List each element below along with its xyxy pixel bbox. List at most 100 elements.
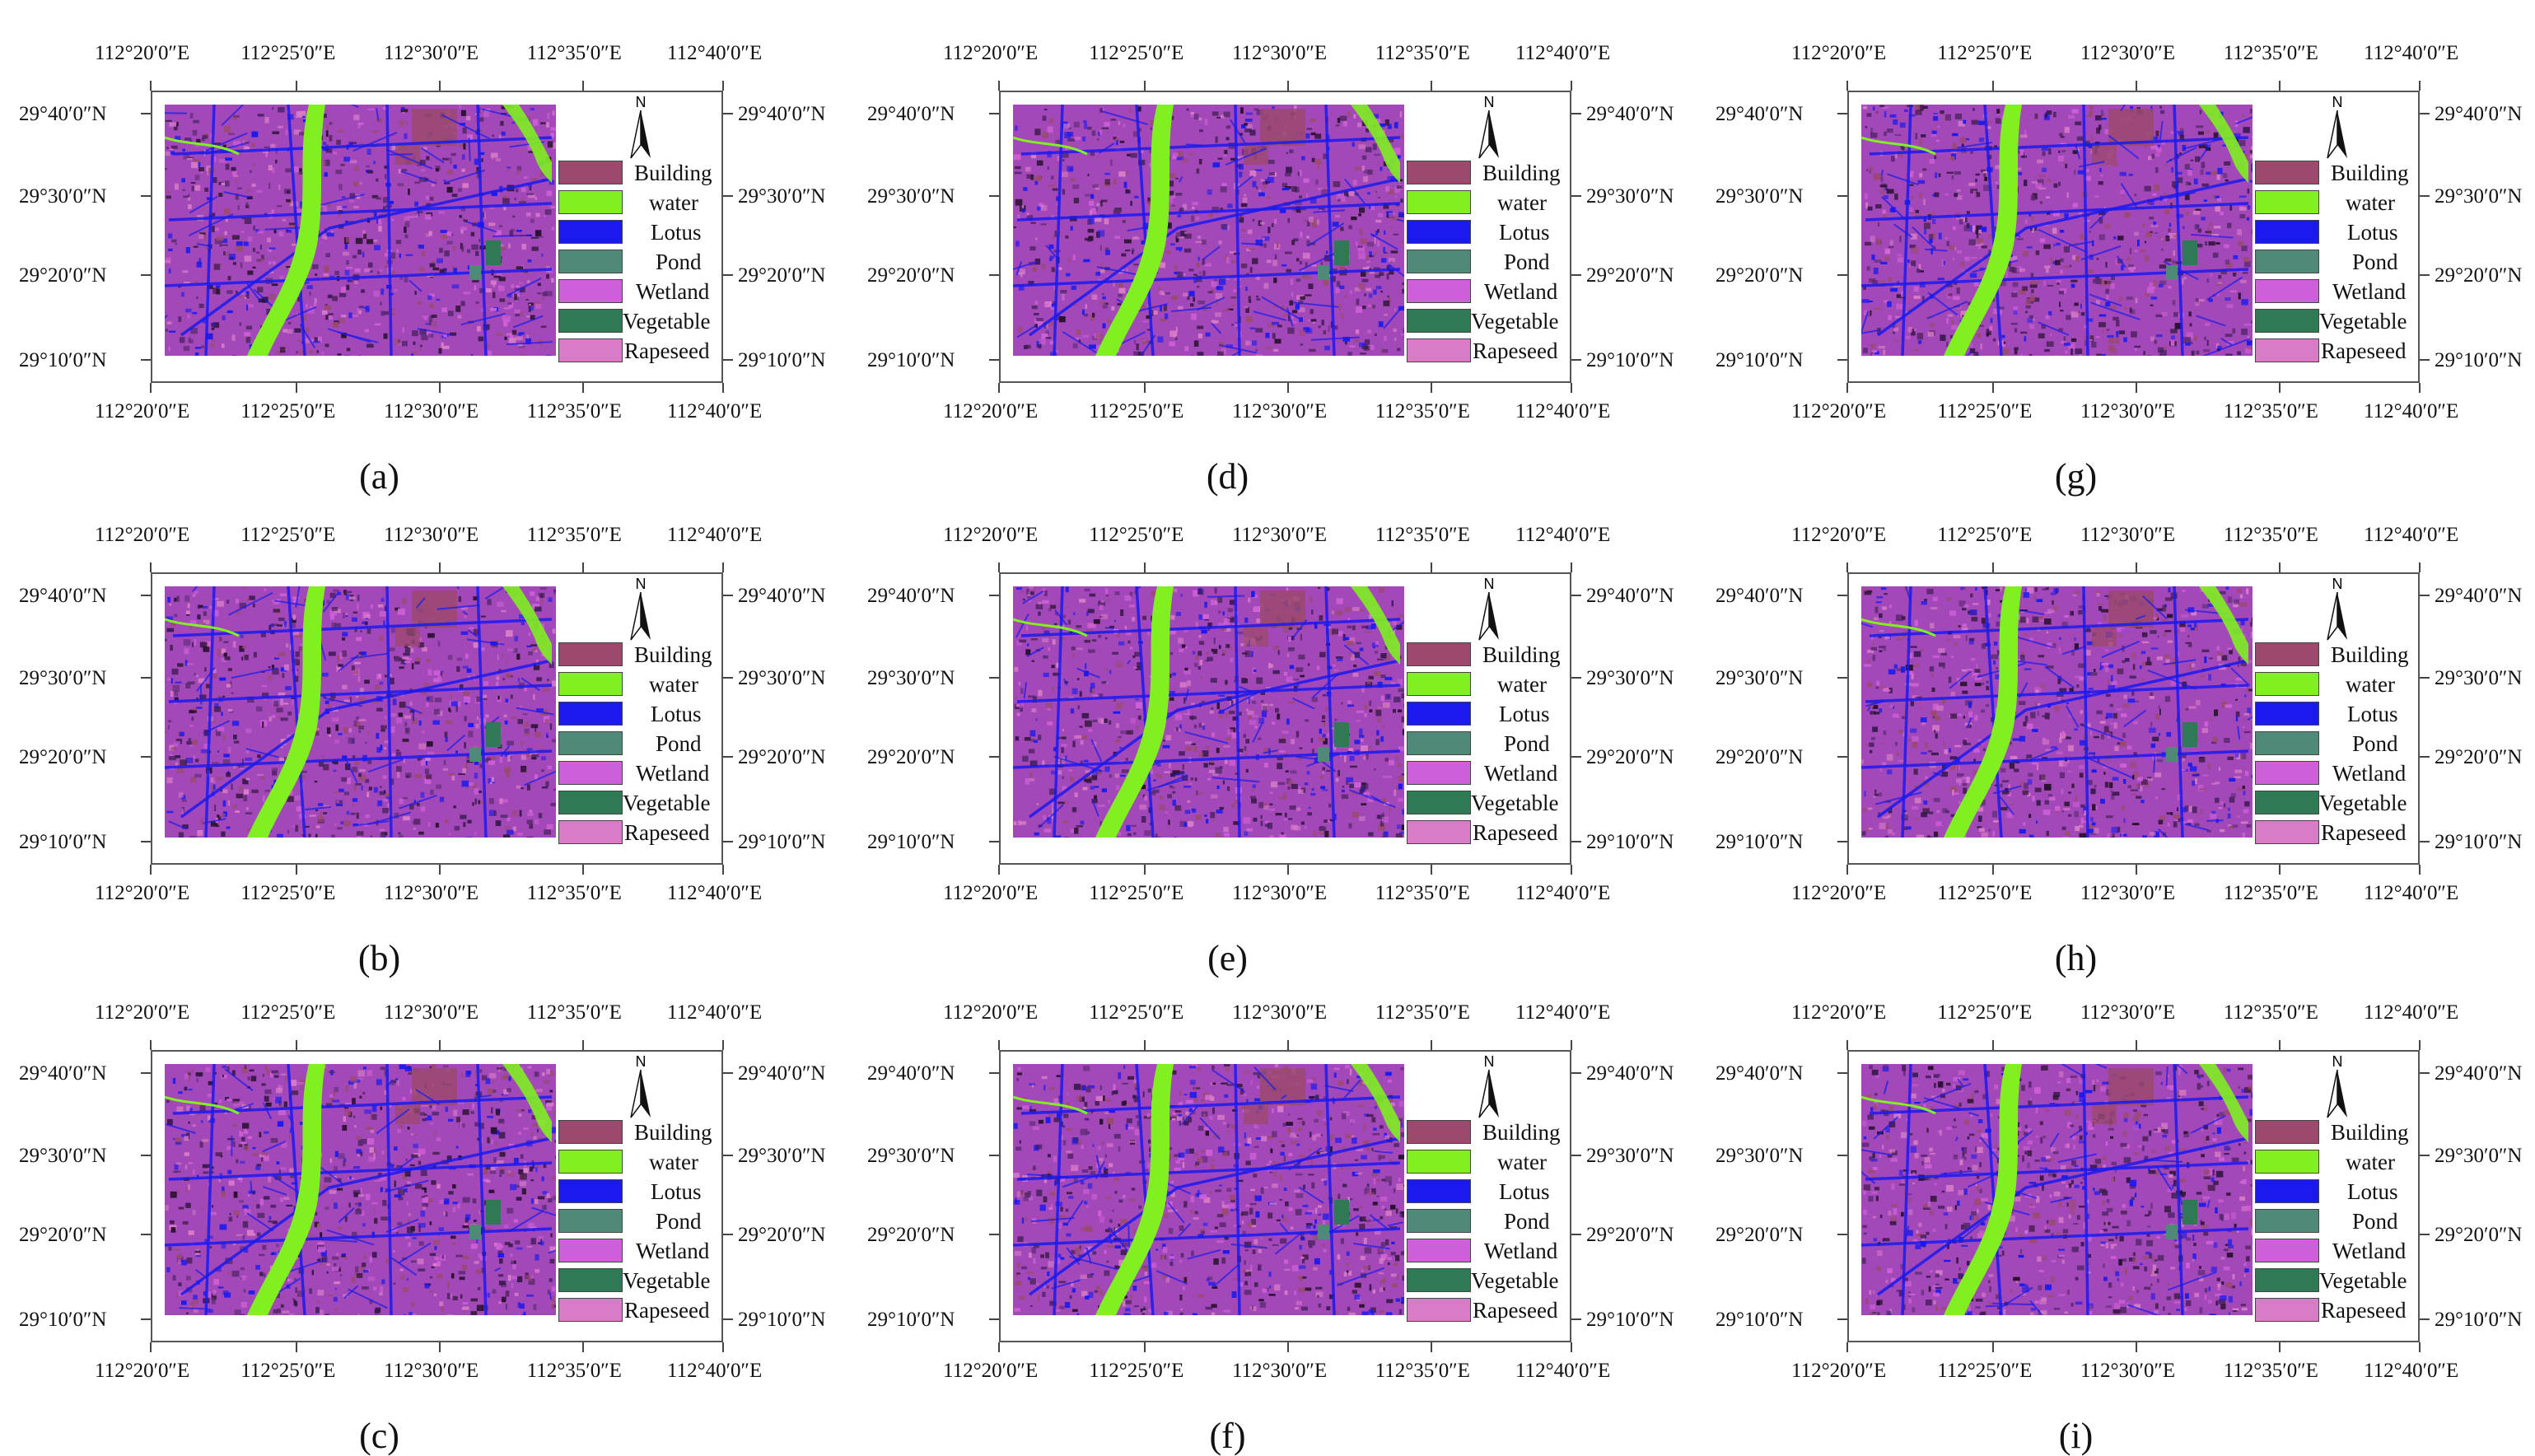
- land-cover-patch: [524, 722, 529, 728]
- land-cover-patch: [324, 1177, 332, 1182]
- land-cover-patch: [501, 814, 508, 818]
- graticule-tick: [723, 677, 733, 679]
- land-cover-patch: [1026, 589, 1029, 595]
- land-cover-patch: [514, 293, 517, 300]
- land-cover-patch: [422, 730, 425, 733]
- land-cover-patch: [223, 641, 228, 643]
- land-cover-patch: [1087, 127, 1091, 130]
- land-cover-patch: [351, 813, 356, 815]
- land-cover-patch: [1044, 109, 1048, 110]
- land-cover-patch: [523, 1168, 528, 1173]
- land-cover-patch: [1392, 600, 1394, 606]
- land-cover-patch: [461, 230, 464, 233]
- land-cover-patch: [511, 717, 517, 719]
- land-cover-patch: [1362, 279, 1369, 282]
- land-cover-patch: [1038, 344, 1042, 348]
- land-cover-patch: [496, 1143, 498, 1145]
- land-cover-patch: [195, 352, 199, 356]
- land-cover-patch: [240, 1161, 245, 1164]
- land-cover-patch: [472, 802, 474, 805]
- land-cover-patch: [1176, 247, 1183, 250]
- land-cover-patch: [1319, 827, 1326, 831]
- land-cover-patch: [185, 1205, 188, 1206]
- land-cover-patch: [1360, 352, 1366, 354]
- land-cover-patch: [1218, 610, 1221, 614]
- land-cover-patch: [211, 343, 216, 348]
- land-cover-patch: [1226, 257, 1230, 264]
- land-cover-patch: [394, 338, 400, 345]
- land-cover-patch: [1387, 273, 1389, 280]
- land-cover-patch: [434, 670, 441, 675]
- land-cover-patch: [1359, 729, 1362, 735]
- land-cover-patch: [459, 596, 461, 602]
- land-cover-patch: [188, 681, 195, 684]
- land-cover-patch: [188, 1089, 192, 1090]
- land-cover-patch: [427, 741, 433, 747]
- land-cover-patch: [1095, 334, 1103, 338]
- land-cover-patch: [1183, 764, 1184, 770]
- land-cover-patch: [1130, 201, 1132, 206]
- land-cover-patch: [548, 766, 553, 770]
- land-cover-patch: [284, 1102, 287, 1108]
- land-cover-patch: [1136, 726, 1138, 729]
- land-cover-patch: [241, 1137, 245, 1141]
- land-cover-patch: [201, 346, 204, 349]
- land-cover-patch: [372, 131, 378, 133]
- longitude-label-bottom: 112°25′0″E: [240, 1360, 335, 1381]
- land-cover-patch: [467, 134, 473, 140]
- land-cover-patch: [1072, 688, 1078, 694]
- land-cover-patch: [366, 792, 369, 797]
- land-cover-patch: [1172, 205, 1175, 207]
- land-cover-patch: [1273, 278, 1277, 282]
- land-cover-patch: [315, 732, 320, 736]
- land-cover-patch: [1207, 263, 1211, 267]
- land-cover-patch: [399, 169, 401, 174]
- land-cover-patch: [1065, 236, 1068, 239]
- land-cover-patch: [175, 1294, 178, 1298]
- land-cover-patch: [1151, 127, 1152, 129]
- land-cover-patch: [372, 1252, 377, 1258]
- land-cover-patch: [222, 1191, 226, 1197]
- land-cover-patch: [418, 1226, 420, 1232]
- land-cover-patch: [217, 236, 223, 240]
- latitude-label-left: 29°40′0″N: [867, 586, 955, 606]
- land-cover-patch: [530, 1167, 533, 1172]
- land-cover-patch: [521, 740, 523, 744]
- land-cover-patch: [432, 315, 437, 318]
- land-cover-patch: [1379, 272, 1384, 276]
- land-cover-patch: [513, 827, 516, 832]
- latitude-label-right: 29°20′0″N: [1586, 265, 1674, 286]
- legend-item: water: [558, 190, 715, 216]
- land-cover-patch: [336, 805, 343, 807]
- land-cover-patch: [1063, 837, 1069, 838]
- graticule-tick: [141, 359, 151, 361]
- land-cover-patch: [467, 669, 472, 673]
- land-cover-patch: [217, 727, 225, 732]
- land-cover-patch: [487, 1116, 493, 1118]
- land-cover-patch: [172, 669, 179, 674]
- land-cover-patch: [1098, 231, 1104, 237]
- land-cover-patch: [413, 352, 418, 353]
- land-cover-patch: [1205, 119, 1208, 125]
- land-cover-patch: [442, 1255, 445, 1259]
- land-cover-patch: [526, 334, 529, 338]
- land-cover-patch: [338, 353, 342, 355]
- land-cover-patch: [1059, 268, 1062, 270]
- land-cover-patch: [1185, 741, 1193, 744]
- land-cover-patch: [455, 826, 460, 831]
- land-cover-patch: [336, 140, 341, 145]
- land-cover-patch: [1362, 166, 1365, 170]
- legend-label: Vegetable: [623, 792, 710, 814]
- land-cover-patch: [1322, 789, 1328, 791]
- land-cover-patch: [1243, 198, 1248, 203]
- latitude-label-left: 29°20′0″N: [867, 747, 955, 768]
- land-cover-patch: [1320, 776, 1324, 779]
- longitude-label-bottom: 112°35′0″E: [1375, 883, 1470, 903]
- land-cover-patch: [269, 1216, 272, 1220]
- land-cover-patch: [385, 716, 386, 720]
- land-cover-patch: [1263, 244, 1267, 248]
- land-cover-patch: [1020, 821, 1026, 824]
- land-cover-patch: [1200, 660, 1202, 665]
- land-cover-patch: [333, 590, 339, 592]
- land-cover-patch: [1159, 287, 1161, 291]
